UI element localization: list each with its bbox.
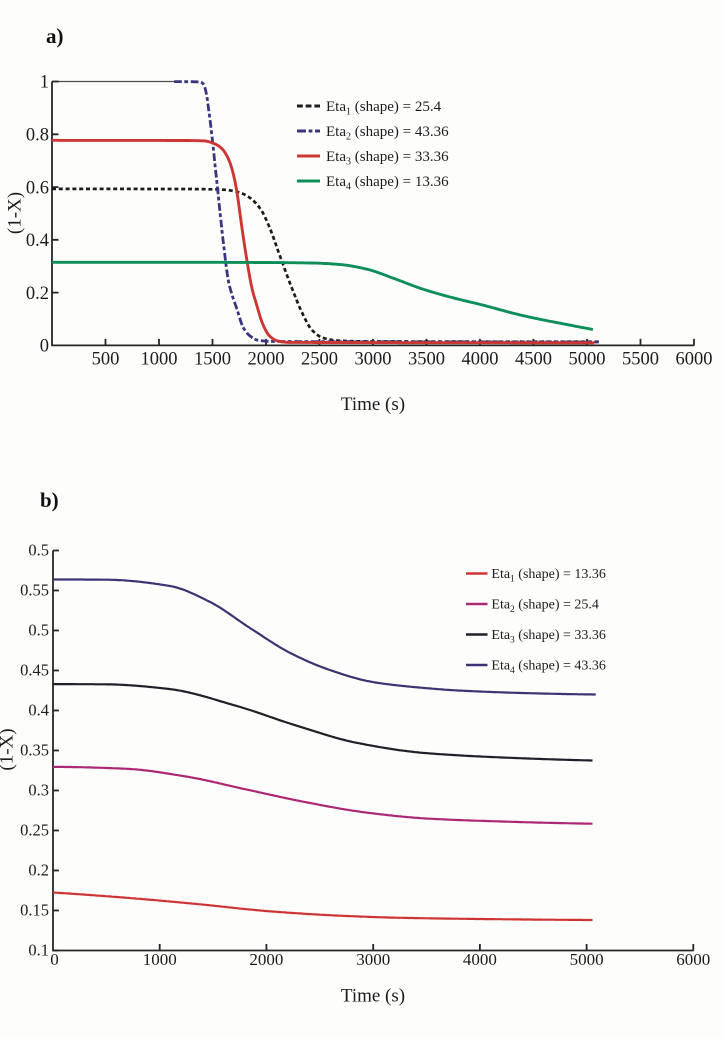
svg-text:2000: 2000 xyxy=(249,950,283,969)
svg-text:0.45: 0.45 xyxy=(20,660,49,679)
svg-text:1000: 1000 xyxy=(141,349,178,369)
svg-text:3500: 3500 xyxy=(408,349,445,369)
svg-text:Eta4 (shape) = 13.36: Eta4 (shape) = 13.36 xyxy=(326,174,449,193)
svg-text:4500: 4500 xyxy=(515,349,552,369)
svg-text:2500: 2500 xyxy=(301,349,338,369)
svg-text:0.1: 0.1 xyxy=(28,940,49,959)
svg-text:0.5: 0.5 xyxy=(28,540,49,559)
svg-text:Eta4 (shape) = 43.36: Eta4 (shape) = 43.36 xyxy=(491,659,606,677)
svg-text:0.8: 0.8 xyxy=(26,126,49,146)
svg-text:0: 0 xyxy=(40,337,49,357)
svg-text:6000: 6000 xyxy=(676,349,713,369)
svg-text:Eta1 (shape) = 25.4: Eta1 (shape) = 25.4 xyxy=(326,99,442,118)
svg-text:0.2: 0.2 xyxy=(26,284,49,304)
svg-text:1500: 1500 xyxy=(194,349,231,369)
svg-text:Time (s): Time (s) xyxy=(341,986,405,1007)
svg-text:Eta3 (shape) = 33.36: Eta3 (shape) = 33.36 xyxy=(491,628,606,646)
svg-text:0.25: 0.25 xyxy=(20,820,49,839)
svg-text:0: 0 xyxy=(50,950,59,969)
svg-text:(1-X): (1-X) xyxy=(5,192,26,234)
svg-text:0.6: 0.6 xyxy=(26,178,49,198)
svg-text:500: 500 xyxy=(92,349,120,369)
svg-text:Time (s): Time (s) xyxy=(341,394,405,415)
svg-text:0.35: 0.35 xyxy=(20,740,49,759)
svg-text:0.15: 0.15 xyxy=(20,900,49,919)
svg-text:0.3: 0.3 xyxy=(28,780,49,799)
svg-text:3000: 3000 xyxy=(356,950,390,969)
svg-text:4000: 4000 xyxy=(462,349,499,369)
svg-text:2000: 2000 xyxy=(248,349,285,369)
svg-text:5500: 5500 xyxy=(622,349,659,369)
svg-text:1000: 1000 xyxy=(143,950,177,969)
svg-text:Eta2 (shape) = 43.36: Eta2 (shape) = 43.36 xyxy=(326,124,449,143)
svg-text:0.2: 0.2 xyxy=(28,860,49,879)
svg-text:Eta1 (shape) = 13.36: Eta1 (shape) = 13.36 xyxy=(491,567,606,585)
svg-text:Eta3 (shape) = 33.36: Eta3 (shape) = 33.36 xyxy=(326,149,449,168)
svg-text:6000: 6000 xyxy=(676,950,710,969)
svg-text:4000: 4000 xyxy=(463,950,497,969)
svg-text:0.5: 0.5 xyxy=(28,620,49,639)
svg-text:b): b) xyxy=(40,488,59,512)
svg-text:Eta2 (shape) = 25.4: Eta2 (shape) = 25.4 xyxy=(491,598,599,616)
svg-text:0.4: 0.4 xyxy=(28,700,49,719)
svg-text:3000: 3000 xyxy=(355,349,392,369)
svg-text:5000: 5000 xyxy=(570,950,604,969)
svg-text:0.55: 0.55 xyxy=(20,580,49,599)
svg-text:(1-X): (1-X) xyxy=(0,728,18,770)
svg-text:5000: 5000 xyxy=(569,349,606,369)
svg-text:a): a) xyxy=(46,24,64,48)
svg-text:0.4: 0.4 xyxy=(26,231,49,251)
svg-text:1: 1 xyxy=(40,73,49,93)
